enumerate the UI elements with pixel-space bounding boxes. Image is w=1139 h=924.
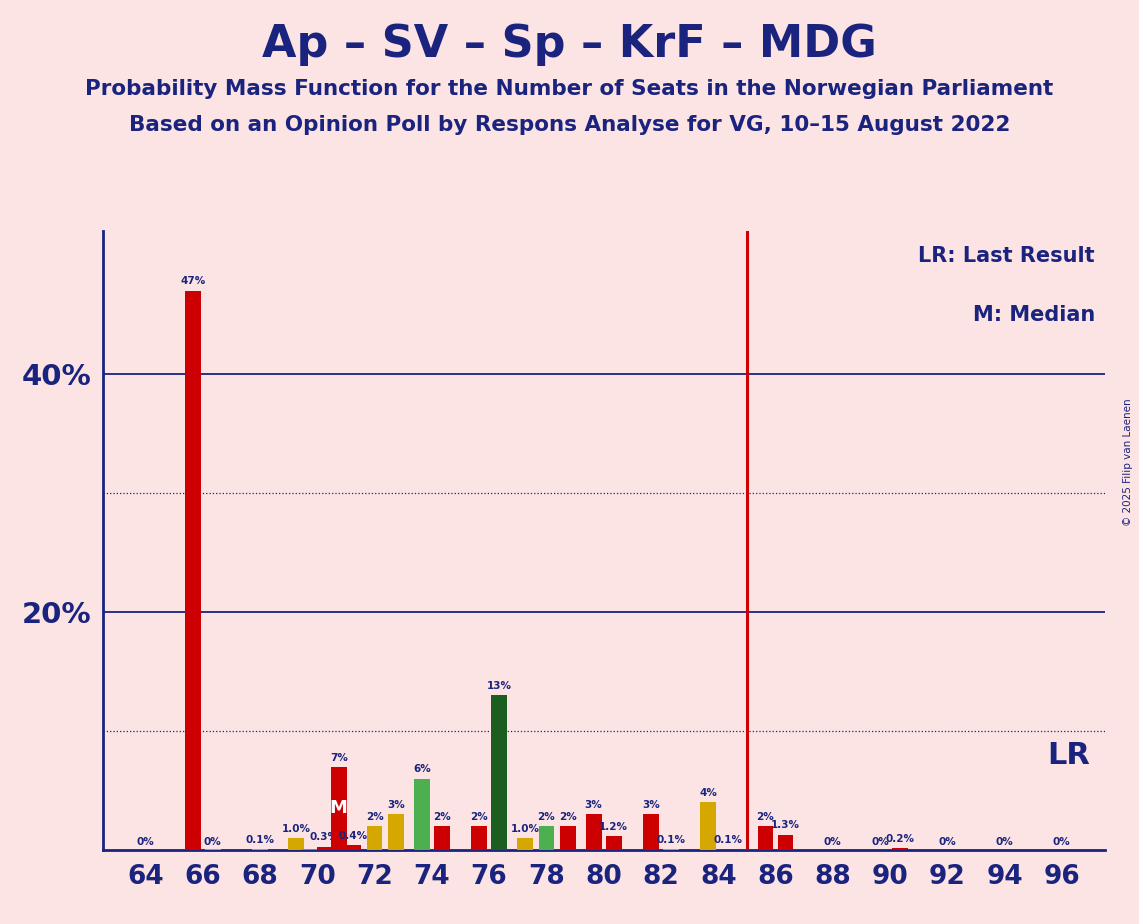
Bar: [778, 834, 794, 850]
Bar: [138, 849, 154, 850]
Text: LR: LR: [1047, 741, 1090, 770]
Text: 0%: 0%: [939, 837, 957, 847]
Text: 0.4%: 0.4%: [338, 832, 368, 841]
Bar: [388, 814, 404, 850]
Text: 0%: 0%: [871, 837, 888, 847]
Text: LR: Last Result: LR: Last Result: [918, 247, 1095, 266]
Bar: [252, 849, 268, 850]
Text: 0%: 0%: [823, 837, 842, 847]
Bar: [317, 846, 333, 850]
Text: 47%: 47%: [180, 276, 205, 286]
Text: 0%: 0%: [204, 837, 222, 847]
Text: 2%: 2%: [538, 812, 556, 822]
Text: 1.3%: 1.3%: [771, 821, 800, 831]
Bar: [700, 802, 716, 850]
Bar: [539, 826, 555, 850]
Text: 7%: 7%: [330, 752, 347, 762]
Bar: [413, 779, 429, 850]
Text: 0.3%: 0.3%: [310, 833, 339, 843]
Bar: [872, 849, 888, 850]
Bar: [472, 826, 487, 850]
Bar: [892, 847, 908, 850]
Bar: [644, 814, 658, 850]
Text: 3%: 3%: [642, 800, 659, 810]
Text: 2%: 2%: [366, 812, 384, 822]
Text: Probability Mass Function for the Number of Seats in the Norwegian Parliament: Probability Mass Function for the Number…: [85, 79, 1054, 99]
Text: M: Median: M: Median: [973, 305, 1095, 325]
Bar: [491, 695, 507, 850]
Text: Ap – SV – Sp – KrF – MDG: Ap – SV – Sp – KrF – MDG: [262, 23, 877, 67]
Bar: [757, 826, 773, 850]
Bar: [345, 845, 361, 850]
Bar: [1054, 849, 1070, 850]
Text: © 2025 Filip van Laenen: © 2025 Filip van Laenen: [1123, 398, 1133, 526]
Text: 2%: 2%: [433, 812, 451, 822]
Text: 0%: 0%: [137, 837, 155, 847]
Bar: [302, 849, 318, 850]
Bar: [997, 849, 1013, 850]
Bar: [825, 849, 841, 850]
Text: 0.1%: 0.1%: [656, 834, 686, 845]
Text: 2%: 2%: [559, 812, 576, 822]
Bar: [288, 838, 304, 850]
Bar: [585, 814, 601, 850]
Bar: [720, 849, 736, 850]
Text: M: M: [330, 799, 347, 818]
Text: 0.2%: 0.2%: [885, 833, 915, 844]
Bar: [367, 826, 383, 850]
Text: 0.1%: 0.1%: [714, 834, 743, 845]
Text: 3%: 3%: [387, 800, 405, 810]
Text: 13%: 13%: [486, 681, 511, 691]
Bar: [434, 826, 450, 850]
Text: 6%: 6%: [413, 764, 431, 774]
Text: 0.1%: 0.1%: [246, 834, 274, 845]
Bar: [606, 836, 622, 850]
Text: 0%: 0%: [995, 837, 1014, 847]
Bar: [663, 849, 679, 850]
Bar: [205, 849, 221, 850]
Bar: [331, 767, 346, 850]
Text: 1.0%: 1.0%: [281, 824, 310, 834]
Bar: [185, 290, 200, 850]
Text: 1.0%: 1.0%: [510, 824, 540, 834]
Bar: [517, 838, 533, 850]
Text: 1.2%: 1.2%: [599, 821, 629, 832]
Bar: [560, 826, 575, 850]
Bar: [940, 849, 956, 850]
Text: 0%: 0%: [1052, 837, 1071, 847]
Text: 2%: 2%: [470, 812, 487, 822]
Text: Based on an Opinion Poll by Respons Analyse for VG, 10–15 August 2022: Based on an Opinion Poll by Respons Anal…: [129, 115, 1010, 135]
Text: 2%: 2%: [756, 812, 775, 822]
Text: 4%: 4%: [699, 788, 718, 798]
Text: 3%: 3%: [584, 800, 603, 810]
